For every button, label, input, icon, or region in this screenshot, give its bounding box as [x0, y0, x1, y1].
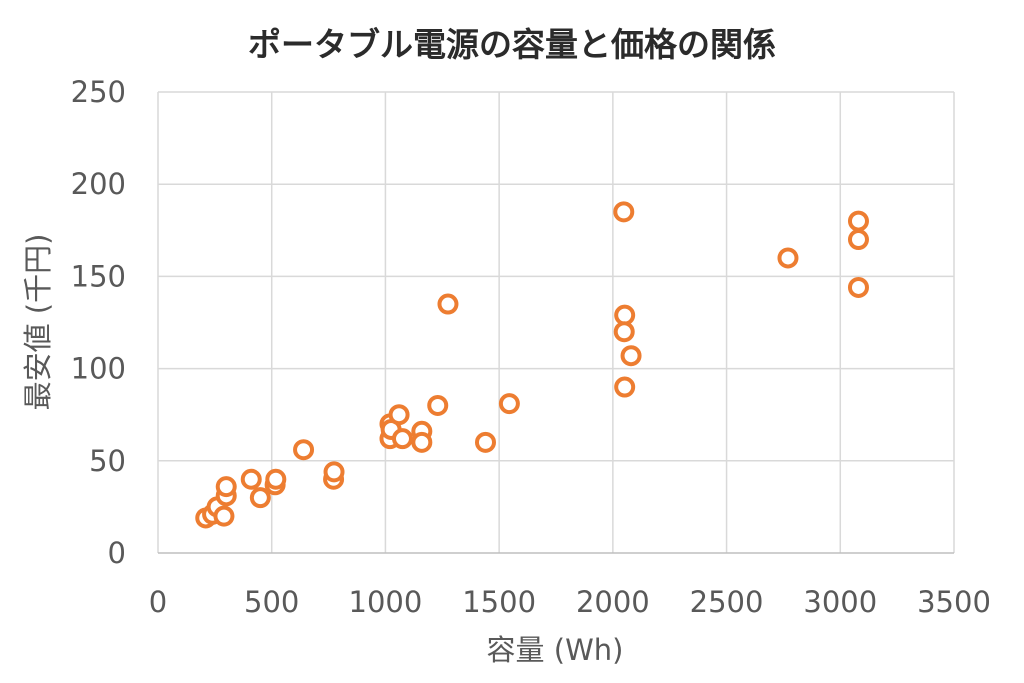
x-tick-label: 3500	[917, 585, 991, 619]
chart-title: ポータブル電源の容量と価格の関係	[248, 25, 776, 64]
data-point	[265, 468, 287, 490]
data-point	[293, 439, 315, 461]
data-point	[613, 321, 635, 343]
data-point	[847, 276, 869, 298]
data-point	[391, 428, 413, 450]
x-tick-label: 0	[149, 585, 167, 619]
tick-labels: 0 500 1000 1500 2000 2500 3000 3500 0 50 100 150 200…	[71, 75, 991, 619]
data-point	[614, 304, 636, 326]
x-tick-label: 2500	[690, 585, 764, 619]
data-point	[613, 201, 635, 223]
y-tick-label: 250	[71, 75, 126, 109]
data-point	[620, 345, 642, 367]
x-tick-label: 1000	[349, 585, 423, 619]
x-tick-label: 500	[244, 585, 299, 619]
gridlines	[157, 91, 955, 554]
data-point	[323, 461, 345, 483]
data-points	[195, 201, 869, 529]
x-tick-label: 3000	[803, 585, 877, 619]
x-axis-label: 容量 (Wh)	[487, 633, 624, 667]
data-point	[213, 505, 235, 527]
data-point	[777, 247, 799, 269]
y-axis-label: 最安値 (千円)	[21, 234, 55, 411]
data-point	[474, 431, 496, 453]
data-point	[847, 210, 869, 232]
y-tick-label: 0	[108, 536, 126, 570]
data-point	[411, 431, 433, 453]
data-point	[249, 487, 271, 509]
data-point	[847, 229, 869, 251]
data-point	[240, 468, 262, 490]
data-point	[427, 394, 449, 416]
y-tick-label: 100	[71, 352, 126, 386]
data-point	[437, 293, 459, 315]
x-tick-label: 2000	[576, 585, 650, 619]
data-point	[215, 476, 237, 498]
y-tick-label: 150	[71, 259, 126, 293]
y-tick-label: 200	[71, 167, 126, 201]
data-point	[388, 404, 410, 426]
x-tick-label: 1500	[462, 585, 536, 619]
data-point	[498, 393, 520, 415]
data-point	[614, 376, 636, 398]
y-tick-label: 50	[89, 444, 126, 478]
